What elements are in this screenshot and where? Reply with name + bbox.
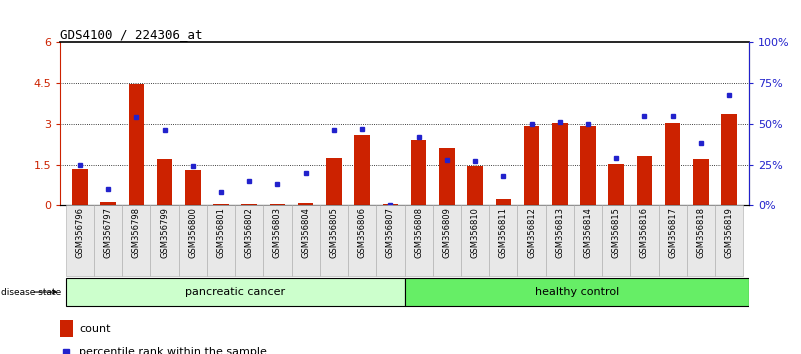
Text: GSM356818: GSM356818	[696, 207, 706, 258]
Text: count: count	[79, 324, 111, 334]
Text: GSM356800: GSM356800	[188, 207, 197, 258]
FancyBboxPatch shape	[658, 205, 686, 276]
Text: GSM356815: GSM356815	[612, 207, 621, 258]
Bar	[100, 202, 116, 205]
Bar	[580, 126, 596, 205]
FancyBboxPatch shape	[292, 205, 320, 276]
FancyBboxPatch shape	[686, 205, 715, 276]
Bar	[354, 135, 370, 205]
Text: GSM356802: GSM356802	[245, 207, 254, 258]
FancyBboxPatch shape	[489, 205, 517, 276]
Text: GSM356812: GSM356812	[527, 207, 536, 258]
Bar	[665, 122, 681, 205]
Text: GSM356803: GSM356803	[273, 207, 282, 258]
FancyBboxPatch shape	[602, 205, 630, 276]
Text: GSM356819: GSM356819	[725, 207, 734, 258]
Bar	[270, 204, 285, 205]
FancyBboxPatch shape	[376, 205, 405, 276]
FancyBboxPatch shape	[179, 205, 207, 276]
FancyBboxPatch shape	[66, 278, 405, 307]
Text: GSM356817: GSM356817	[668, 207, 677, 258]
FancyBboxPatch shape	[94, 205, 123, 276]
FancyBboxPatch shape	[574, 205, 602, 276]
FancyBboxPatch shape	[433, 205, 461, 276]
FancyBboxPatch shape	[264, 205, 292, 276]
FancyBboxPatch shape	[517, 205, 545, 276]
Text: GSM356804: GSM356804	[301, 207, 310, 258]
Bar	[693, 159, 709, 205]
Bar	[185, 170, 200, 205]
FancyBboxPatch shape	[348, 205, 376, 276]
Bar	[496, 199, 511, 205]
Bar	[722, 114, 737, 205]
Text: GSM356798: GSM356798	[132, 207, 141, 258]
Text: GSM356813: GSM356813	[555, 207, 564, 258]
Bar	[383, 204, 398, 205]
Text: GSM356814: GSM356814	[583, 207, 593, 258]
Bar	[157, 159, 172, 205]
Bar	[411, 139, 426, 205]
Text: GDS4100 / 224306_at: GDS4100 / 224306_at	[60, 28, 203, 41]
FancyBboxPatch shape	[545, 205, 574, 276]
Bar	[439, 148, 455, 205]
Text: GSM356805: GSM356805	[329, 207, 339, 258]
Text: GSM356806: GSM356806	[358, 207, 367, 258]
Text: disease state: disease state	[2, 287, 62, 297]
FancyBboxPatch shape	[405, 278, 749, 307]
Bar	[213, 204, 229, 205]
FancyBboxPatch shape	[461, 205, 489, 276]
FancyBboxPatch shape	[320, 205, 348, 276]
FancyBboxPatch shape	[235, 205, 264, 276]
Text: GSM356810: GSM356810	[470, 207, 480, 258]
Text: healthy control: healthy control	[534, 287, 619, 297]
Bar	[241, 204, 257, 205]
Text: GSM356809: GSM356809	[442, 207, 451, 258]
FancyBboxPatch shape	[630, 205, 658, 276]
FancyBboxPatch shape	[207, 205, 235, 276]
Text: GSM356807: GSM356807	[386, 207, 395, 258]
Bar	[60, 320, 73, 337]
Text: GSM356796: GSM356796	[75, 207, 84, 258]
Text: GSM356811: GSM356811	[499, 207, 508, 258]
FancyBboxPatch shape	[405, 205, 433, 276]
Text: GSM356799: GSM356799	[160, 207, 169, 258]
Bar	[467, 166, 483, 205]
Text: percentile rank within the sample: percentile rank within the sample	[79, 347, 268, 354]
Text: GSM356797: GSM356797	[103, 207, 113, 258]
Text: pancreatic cancer: pancreatic cancer	[185, 287, 285, 297]
Bar	[326, 158, 342, 205]
FancyBboxPatch shape	[715, 205, 743, 276]
FancyBboxPatch shape	[66, 205, 94, 276]
Bar	[524, 126, 539, 205]
Text: GSM356816: GSM356816	[640, 207, 649, 258]
Bar	[128, 84, 144, 205]
Text: GSM356808: GSM356808	[414, 207, 423, 258]
Text: GSM356801: GSM356801	[216, 207, 226, 258]
Bar	[637, 156, 652, 205]
Bar	[72, 169, 87, 205]
FancyBboxPatch shape	[123, 205, 151, 276]
Bar	[609, 164, 624, 205]
FancyBboxPatch shape	[151, 205, 179, 276]
Bar	[298, 202, 313, 205]
Bar	[552, 122, 568, 205]
